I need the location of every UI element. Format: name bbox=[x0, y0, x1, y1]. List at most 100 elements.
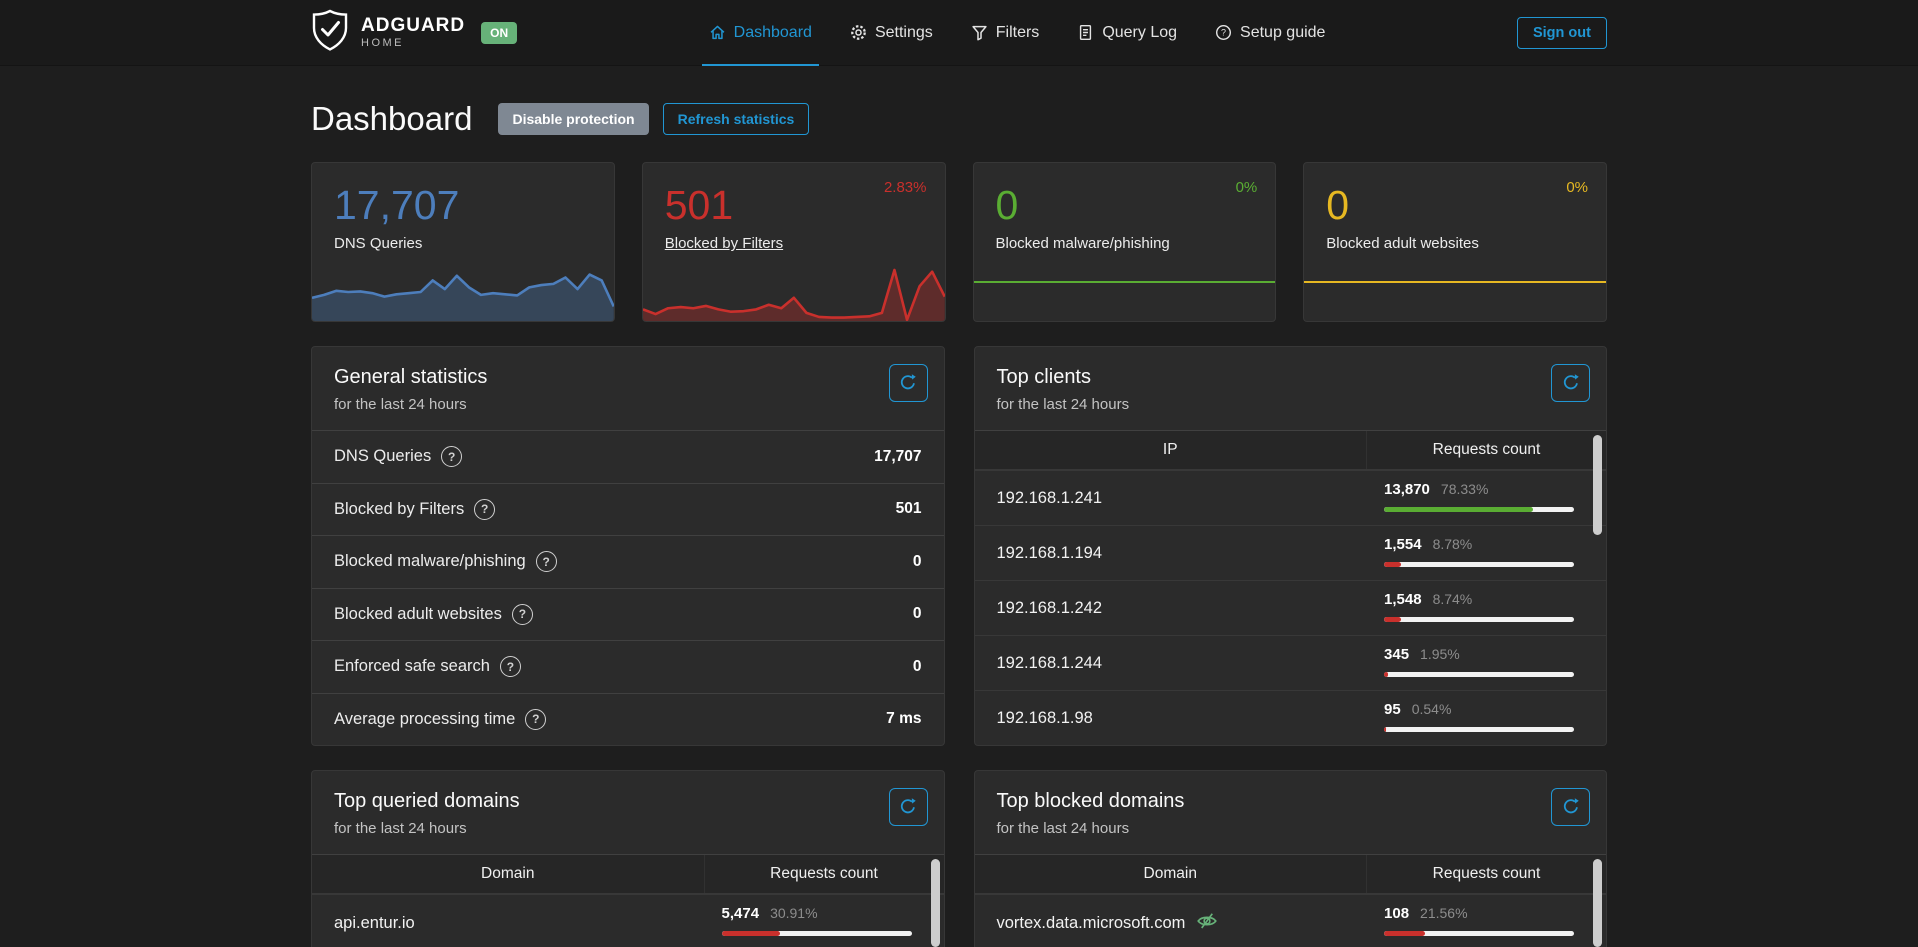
stat-row: Blocked by Filters? 501 bbox=[312, 483, 944, 536]
client-ip: 192.168.1.194 bbox=[975, 526, 1367, 580]
domain-name: vortex.data.microsoft.com bbox=[997, 914, 1186, 933]
tab-query-log[interactable]: Query Log bbox=[1058, 0, 1196, 65]
panel-subtitle: for the last 24 hours bbox=[997, 396, 1585, 413]
sign-out-button[interactable]: Sign out bbox=[1517, 17, 1607, 49]
tab-dashboard[interactable]: Dashboard bbox=[690, 0, 831, 65]
refresh-icon bbox=[1562, 797, 1580, 818]
help-icon[interactable]: ? bbox=[441, 446, 462, 467]
help-icon[interactable]: ? bbox=[512, 604, 533, 625]
blocked-by-filters-link[interactable]: Blocked by Filters bbox=[665, 235, 923, 252]
home-icon bbox=[709, 24, 726, 41]
disable-protection-button[interactable]: Disable protection bbox=[498, 103, 648, 135]
top-blocked-domains-panel: Top blocked domains for the last 24 hour… bbox=[974, 770, 1608, 947]
table-row: 192.168.1.241 13,87078.33% bbox=[975, 470, 1607, 525]
request-percent: 30.91% bbox=[770, 905, 817, 921]
general-statistics-panel: General statistics for the last 24 hours… bbox=[311, 346, 945, 746]
panel-subtitle: for the last 24 hours bbox=[997, 820, 1585, 837]
column-header-domain: Domain bbox=[975, 855, 1367, 893]
row-label: DNS Queries bbox=[334, 447, 431, 466]
stat-value: 501 bbox=[665, 183, 923, 228]
request-count: 1,548 bbox=[1384, 591, 1422, 608]
top-queried-table: Domain Requests count api.entur.io 5,474… bbox=[312, 854, 944, 947]
stat-value: 0 bbox=[996, 183, 1254, 228]
row-label: Blocked by Filters bbox=[334, 500, 464, 519]
flat-sparkline bbox=[974, 281, 1276, 284]
document-icon bbox=[1077, 24, 1094, 41]
request-count: 95 bbox=[1384, 701, 1401, 718]
stat-row: Average processing time? 7 ms bbox=[312, 693, 944, 746]
table-row: 192.168.1.244 3451.95% bbox=[975, 635, 1607, 690]
table-header: IP Requests count bbox=[975, 431, 1607, 470]
table-row: api.entur.io 5,47430.91% bbox=[312, 894, 944, 947]
help-icon[interactable]: ? bbox=[536, 551, 557, 572]
help-icon[interactable]: ? bbox=[525, 709, 546, 730]
progress-bar bbox=[1384, 672, 1574, 677]
help-circle-icon: ? bbox=[1215, 24, 1232, 41]
refresh-button[interactable] bbox=[1551, 364, 1590, 402]
progress-bar bbox=[1384, 617, 1574, 622]
scrollbar-thumb[interactable] bbox=[931, 859, 940, 947]
scrollbar-thumb[interactable] bbox=[1593, 859, 1602, 947]
tab-setup-guide[interactable]: ? Setup guide bbox=[1196, 0, 1344, 65]
request-count: 5,474 bbox=[722, 905, 760, 922]
panel-title: Top clients bbox=[997, 366, 1585, 389]
request-percent: 78.33% bbox=[1441, 481, 1488, 497]
top-blocked-table: Domain Requests count vortex.data.micros… bbox=[975, 854, 1607, 947]
client-ip: 192.168.1.241 bbox=[975, 471, 1367, 525]
scrollbar-thumb[interactable] bbox=[1593, 435, 1602, 535]
navbar: ADGUARD HOME ON Dashboard bbox=[0, 0, 1918, 66]
gear-icon bbox=[850, 24, 867, 41]
request-count: 1,554 bbox=[1384, 536, 1422, 553]
client-ip: 192.168.1.244 bbox=[975, 636, 1367, 690]
blocked-filters-sparkline bbox=[643, 263, 945, 321]
stat-card-blocked-by-filters: 2.83% 501 Blocked by Filters bbox=[642, 162, 946, 322]
adguard-home-logo[interactable]: ADGUARD HOME ON bbox=[311, 9, 517, 57]
progress-bar bbox=[1384, 562, 1574, 567]
eye-off-icon[interactable] bbox=[1196, 910, 1218, 937]
flat-sparkline bbox=[1304, 281, 1606, 284]
stat-row: Blocked malware/phishing? 0 bbox=[312, 535, 944, 588]
brand-subtitle: HOME bbox=[361, 38, 465, 49]
page-title: Dashboard bbox=[311, 100, 472, 138]
stat-card-dns-queries: 17,707 DNS Queries bbox=[311, 162, 615, 322]
column-header-requests: Requests count bbox=[1366, 431, 1606, 469]
nav-item-label: Settings bbox=[875, 24, 933, 42]
help-icon[interactable]: ? bbox=[474, 499, 495, 520]
progress-bar bbox=[1384, 507, 1574, 512]
column-header-requests: Requests count bbox=[704, 855, 944, 893]
column-header-domain: Domain bbox=[312, 855, 704, 893]
row-label: Enforced safe search bbox=[334, 657, 490, 676]
main-nav: Dashboard Settings Filters bbox=[690, 0, 1345, 65]
refresh-button[interactable] bbox=[889, 788, 928, 826]
refresh-button[interactable] bbox=[889, 364, 928, 402]
tab-settings[interactable]: Settings bbox=[831, 0, 952, 65]
panel-title: Top queried domains bbox=[334, 790, 922, 813]
tab-filters[interactable]: Filters bbox=[952, 0, 1059, 65]
top-clients-panel: Top clients for the last 24 hours IP Req… bbox=[974, 346, 1608, 746]
row-value: 0 bbox=[913, 553, 922, 571]
brand-title: ADGUARD bbox=[361, 16, 465, 35]
panel-title: General statistics bbox=[334, 366, 922, 389]
row-value: 17,707 bbox=[874, 448, 921, 466]
refresh-statistics-button[interactable]: Refresh statistics bbox=[663, 103, 810, 135]
table-header: Domain Requests count bbox=[312, 855, 944, 894]
request-count: 108 bbox=[1384, 905, 1409, 922]
row-value: 7 ms bbox=[886, 710, 921, 728]
nav-item-label: Query Log bbox=[1102, 24, 1177, 42]
protection-status-badge: ON bbox=[481, 22, 517, 44]
dashboard-page: Dashboard Disable protection Refresh sta… bbox=[311, 100, 1607, 947]
table-row: 192.168.1.242 1,5488.74% bbox=[975, 580, 1607, 635]
column-header-requests: Requests count bbox=[1366, 855, 1606, 893]
request-percent: 8.74% bbox=[1433, 591, 1473, 607]
dns-queries-sparkline bbox=[312, 263, 614, 321]
refresh-icon bbox=[1562, 373, 1580, 394]
row-label: Average processing time bbox=[334, 710, 515, 729]
progress-bar bbox=[722, 931, 912, 936]
stat-card-blocked-malware: 0% 0 Blocked malware/phishing bbox=[973, 162, 1277, 322]
refresh-icon bbox=[899, 373, 917, 394]
stat-label: Blocked adult websites bbox=[1326, 235, 1584, 252]
refresh-button[interactable] bbox=[1551, 788, 1590, 826]
help-icon[interactable]: ? bbox=[500, 656, 521, 677]
funnel-icon bbox=[971, 24, 988, 41]
panel-title: Top blocked domains bbox=[997, 790, 1585, 813]
